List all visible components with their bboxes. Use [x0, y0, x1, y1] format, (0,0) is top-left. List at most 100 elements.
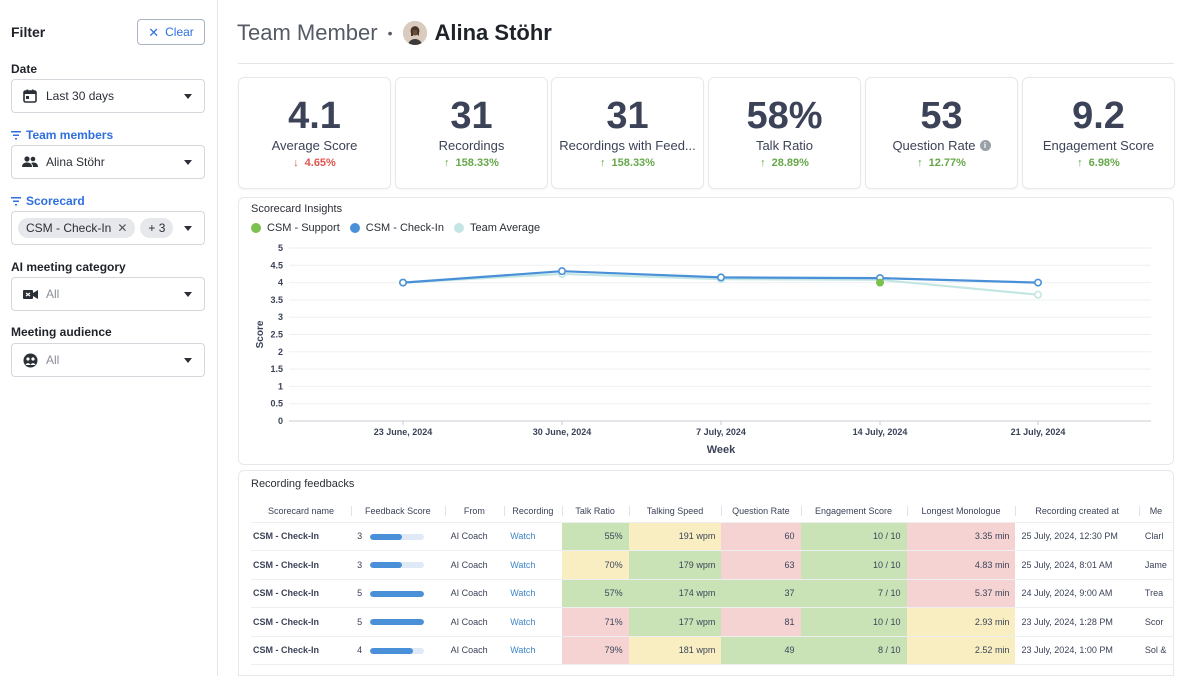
- title-separator: •: [387, 25, 393, 41]
- column-separator: [628, 506, 630, 516]
- kpi-change-value: 4.65%: [304, 157, 336, 169]
- clear-filters-button[interactable]: ✕ Clear: [137, 19, 205, 45]
- watch-recording-link[interactable]: Watch: [504, 550, 562, 580]
- chart-legend: CSM - Support CSM - Check-In Team Averag…: [251, 222, 540, 234]
- audience-select[interactable]: All: [11, 343, 205, 377]
- legend-swatch: [251, 223, 261, 233]
- column-header-label: Me: [1149, 505, 1163, 516]
- column-header[interactable]: Talking Speed: [628, 500, 722, 523]
- cell-meeting: Jame: [1138, 550, 1173, 580]
- cell-talk-ratio: 57%: [561, 579, 629, 608]
- cell-meeting: Clarl: [1138, 522, 1173, 551]
- cell-from: AI Coach: [444, 607, 505, 637]
- arrow-up-icon: ↑: [760, 157, 766, 169]
- cell-scorecard-name: CSM - Check-In: [251, 636, 352, 665]
- kpi-label: Question Rate i: [866, 138, 1017, 153]
- kpi-value: 31: [450, 95, 493, 137]
- table-row[interactable]: CSM - Check-In 4 AI Coach Watch 79% 181 wpm 49…: [251, 636, 1173, 665]
- column-header[interactable]: Scorecard name: [251, 500, 352, 523]
- date-select[interactable]: Last 30 days: [11, 79, 205, 113]
- cell-longest-monologue: 5.37 min: [906, 579, 1016, 608]
- table-row[interactable]: CSM - Check-In 5 AI Coach Watch 71% 177 wpm 81…: [251, 607, 1173, 637]
- feedback-score-bar-fill: [370, 562, 403, 569]
- column-header-label: Talking Speed: [646, 505, 704, 516]
- scorecard-chip: CSM - Check-In ✕: [18, 218, 136, 238]
- cell-feedback-score: 3: [351, 550, 445, 580]
- table-row[interactable]: CSM - Check-In 3 AI Coach Watch 55% 191 wpm 60…: [251, 522, 1173, 551]
- scorecard-line-chart: 0 0.5 1 1.5 2 2.5 3 3.5 4 4.5 5 23 June, 2024 30 Jun…: [255, 243, 1151, 456]
- legend-label: CSM - Support: [267, 222, 340, 234]
- cell-question-rate: 60: [721, 522, 801, 551]
- watch-recording-link[interactable]: Watch: [504, 636, 562, 665]
- cell-scorecard-name: CSM - Check-In: [251, 522, 352, 551]
- header-divider: [238, 63, 1174, 64]
- y-tick-label: 4.5: [270, 260, 283, 270]
- cell-feedback-score: 4: [351, 636, 445, 665]
- column-header[interactable]: Longest Monologue: [906, 500, 1016, 523]
- team-members-select[interactable]: Alina Stöhr: [11, 145, 205, 179]
- column-header[interactable]: From: [444, 500, 505, 523]
- legend-item-csm-check-in[interactable]: CSM - Check-In: [349, 222, 444, 234]
- team-member-name: Alina Stöhr: [434, 20, 552, 45]
- kpi-label: Recordings: [396, 138, 547, 153]
- arrow-up-icon: ↑: [600, 157, 606, 169]
- x-tick-label: 14 July, 2024: [853, 427, 908, 437]
- cell-recording-created-at: 25 July, 2024, 12:30 PM: [1015, 522, 1139, 551]
- feedback-score-value: 3: [357, 531, 363, 542]
- ai-category-select[interactable]: All: [11, 277, 205, 311]
- watch-recording-link[interactable]: Watch: [504, 522, 562, 551]
- kpi-label-text: Engagement Score: [1042, 138, 1155, 153]
- column-separator: [1015, 506, 1017, 516]
- table-row[interactable]: CSM - Check-In 3 AI Coach Watch 70% 179 wpm 63…: [251, 550, 1173, 580]
- x-tick-label: 21 July, 2024: [1011, 427, 1066, 437]
- cell-feedback-score: 5: [351, 579, 445, 608]
- scorecard-select[interactable]: CSM - Check-In ✕ + 3: [11, 211, 205, 245]
- column-header[interactable]: Engagement Score: [800, 500, 907, 523]
- date-filter-label: Date: [11, 62, 38, 76]
- y-tick-label: 3.5: [270, 295, 283, 305]
- remove-chip-icon[interactable]: ✕: [117, 221, 128, 235]
- column-header[interactable]: Feedback Score: [351, 500, 445, 523]
- legend-label: Team Average: [470, 222, 541, 234]
- kpi-value: 4.1: [288, 95, 341, 137]
- scorecard-more-chip[interactable]: + 3: [140, 218, 174, 238]
- y-tick-label: 1: [278, 381, 283, 391]
- kpi-card-recordings-with-feedback: 31 Recordings with Feed... ↑ 158.33%: [551, 77, 704, 189]
- watch-recording-link[interactable]: Watch: [504, 607, 562, 637]
- info-icon[interactable]: i: [979, 140, 991, 151]
- arrow-up-icon: ↑: [444, 157, 450, 169]
- cell-longest-monologue: 2.93 min: [906, 607, 1016, 637]
- y-tick-label: 1.5: [270, 364, 283, 374]
- chevron-down-icon: [184, 160, 192, 165]
- kpi-value: 53: [920, 95, 963, 137]
- column-header[interactable]: Me: [1138, 500, 1173, 523]
- date-select-value: Last 30 days: [46, 89, 115, 103]
- data-point: [1033, 290, 1042, 299]
- cell-talk-ratio: 79%: [561, 636, 629, 665]
- column-header[interactable]: Question Rate: [721, 500, 801, 523]
- arrow-up-icon: ↑: [1077, 157, 1083, 169]
- column-header[interactable]: Talk Ratio: [561, 500, 629, 523]
- page-title: Team Member: [237, 20, 378, 45]
- kpi-card-recordings: 31 Recordings ↑ 158.33%: [395, 77, 548, 189]
- feedback-score-bar-fill: [370, 533, 403, 540]
- cell-from: AI Coach: [444, 522, 505, 551]
- column-header[interactable]: Recording: [504, 500, 562, 523]
- arrow-up-icon: ↑: [917, 157, 923, 169]
- cell-talking-speed: 174 wpm: [628, 579, 722, 608]
- chevron-down-icon: [184, 358, 192, 363]
- column-header[interactable]: Recording created at: [1015, 500, 1139, 523]
- x-tick-label: 30 June, 2024: [533, 427, 592, 437]
- column-header-label: Longest Monologue: [921, 505, 1001, 516]
- chart-title: Scorecard Insights: [251, 203, 343, 215]
- legend-item-csm-support[interactable]: CSM - Support: [251, 222, 340, 234]
- watch-recording-link[interactable]: Watch: [504, 579, 562, 608]
- table-row[interactable]: CSM - Check-In 5 AI Coach Watch 57% 174 wpm 37…: [251, 579, 1173, 608]
- cell-scorecard-name: CSM - Check-In: [251, 550, 352, 580]
- feedback-score-bar-fill: [370, 619, 425, 626]
- cell-from: AI Coach: [444, 550, 505, 580]
- table-title: Recording feedbacks: [251, 478, 355, 490]
- kpi-value: 58%: [746, 95, 823, 137]
- legend-item-team-average[interactable]: Team Average: [454, 222, 540, 234]
- kpi-card-question-rate: 53 Question Rate i ↑ 12.77%: [865, 77, 1018, 189]
